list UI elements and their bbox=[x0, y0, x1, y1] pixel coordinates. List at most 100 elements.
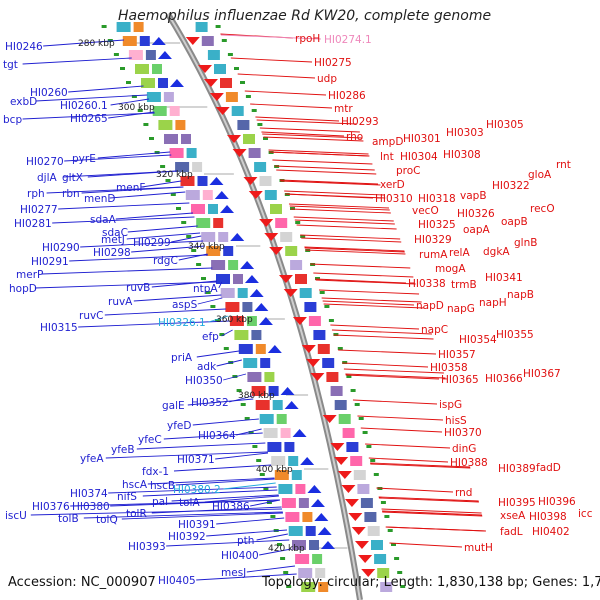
gene-label-right: trmB bbox=[451, 279, 477, 291]
feature-block bbox=[312, 554, 323, 564]
forward-gene-arrow bbox=[151, 37, 166, 45]
leader-line bbox=[104, 308, 226, 316]
leader-line bbox=[97, 151, 171, 159]
forward-gene-arrow bbox=[249, 289, 264, 297]
scale-label: 420 kbp bbox=[268, 544, 305, 554]
leader-line bbox=[221, 329, 233, 337]
ring-marker bbox=[387, 529, 393, 532]
feature-block bbox=[295, 484, 306, 494]
leader-line bbox=[105, 451, 268, 459]
leader-line bbox=[284, 190, 385, 196]
leader-line bbox=[246, 565, 296, 573]
forward-gene-arrow bbox=[240, 261, 255, 269]
gene-label-left: HI0374 bbox=[70, 488, 108, 500]
leader-line bbox=[35, 94, 148, 102]
ring-marker bbox=[394, 557, 400, 560]
leader-line bbox=[378, 497, 479, 503]
gene-label-left: HI0260 bbox=[30, 87, 68, 99]
reverse-gene-arrow bbox=[232, 149, 247, 157]
gene-label-left: tgt bbox=[3, 59, 18, 71]
leader-line bbox=[215, 452, 269, 460]
reverse-gene-arrow bbox=[283, 289, 298, 297]
gene-label-right: HI0326 bbox=[457, 208, 495, 220]
leader-line bbox=[315, 279, 416, 285]
feature-block bbox=[298, 498, 309, 508]
ring-marker bbox=[300, 235, 306, 238]
feature-block bbox=[315, 568, 326, 578]
ring-marker bbox=[248, 431, 254, 434]
gene-label-right: napH bbox=[479, 297, 507, 309]
ring-marker bbox=[176, 207, 181, 210]
ring-marker bbox=[245, 95, 251, 98]
feature-block bbox=[309, 540, 319, 550]
gene-label-right: HI0402 bbox=[532, 526, 570, 538]
feature-block bbox=[280, 232, 293, 242]
gene-label-left: rbn bbox=[62, 188, 80, 200]
ring-marker bbox=[236, 389, 242, 392]
reverse-gene-arrow bbox=[301, 345, 316, 353]
feature-block bbox=[326, 372, 339, 382]
ring-marker bbox=[337, 347, 343, 350]
reverse-gene-arrow bbox=[248, 191, 263, 199]
leader-line bbox=[43, 39, 124, 47]
leader-line bbox=[301, 237, 402, 243]
gene-label-right: xerD bbox=[380, 179, 405, 191]
ring-marker bbox=[149, 137, 154, 140]
forward-gene-arrow bbox=[258, 317, 273, 325]
ring-marker bbox=[214, 319, 220, 322]
leader-line bbox=[250, 499, 280, 507]
ring-marker bbox=[240, 403, 246, 406]
ring-marker bbox=[354, 403, 360, 406]
gene-label-left: HI0290 bbox=[42, 242, 80, 254]
feature-block bbox=[231, 106, 244, 116]
gene-label-right: HI0395 bbox=[498, 497, 536, 509]
leader-line bbox=[230, 57, 313, 63]
gene-label-left: HI0352 bbox=[191, 397, 229, 409]
leader-line bbox=[229, 395, 253, 403]
gene-label-left: fdx-1 bbox=[142, 466, 169, 478]
feature-block bbox=[128, 50, 143, 60]
ring-marker bbox=[201, 277, 206, 280]
leader-line bbox=[331, 329, 432, 335]
leader-line bbox=[110, 98, 149, 106]
leader-line bbox=[305, 249, 406, 255]
feature-block bbox=[285, 246, 298, 256]
gene-label-right: HI0398 bbox=[529, 511, 567, 523]
leader-line bbox=[80, 240, 204, 248]
leader-line bbox=[342, 362, 429, 368]
feature-block bbox=[223, 246, 234, 256]
leader-line bbox=[127, 225, 198, 233]
reverse-gene-arrow bbox=[334, 457, 349, 465]
leader-line bbox=[368, 457, 449, 463]
forward-gene-arrow bbox=[169, 79, 184, 87]
gene-label-right: rumA bbox=[419, 249, 448, 261]
feature-block bbox=[237, 120, 250, 130]
gene-label-left: HI0350 bbox=[185, 375, 223, 387]
gene-label-left: hscB bbox=[150, 480, 175, 492]
feature-block bbox=[295, 554, 310, 564]
gene-label-left: ruvB bbox=[126, 282, 150, 294]
gene-label-right: gloA bbox=[528, 169, 552, 181]
gene-label-left: hscA bbox=[122, 479, 148, 491]
forward-gene-arrow bbox=[284, 401, 299, 409]
leader-line bbox=[163, 432, 263, 440]
leader-line bbox=[244, 90, 327, 96]
leader-line bbox=[280, 180, 381, 186]
feature-block bbox=[206, 246, 221, 256]
gene-label-right: vapB bbox=[460, 190, 487, 202]
gene-label-left: rdgC bbox=[153, 255, 178, 267]
ring-marker bbox=[350, 389, 356, 392]
leader-line bbox=[151, 506, 282, 514]
gene-label-left: HI0246 bbox=[5, 41, 43, 53]
ring-marker bbox=[186, 235, 192, 238]
gene-label-left: HI0265 bbox=[70, 113, 108, 125]
feature-block bbox=[247, 372, 262, 382]
reverse-gene-arrow bbox=[292, 317, 307, 325]
ring-marker bbox=[160, 165, 166, 168]
gene-label-left: ntpA bbox=[193, 283, 218, 295]
gene-label-right: napB bbox=[507, 289, 534, 301]
gene-label-right: mtr bbox=[334, 103, 353, 115]
gene-label-right: oapA bbox=[463, 224, 491, 236]
leader-line bbox=[223, 373, 247, 381]
